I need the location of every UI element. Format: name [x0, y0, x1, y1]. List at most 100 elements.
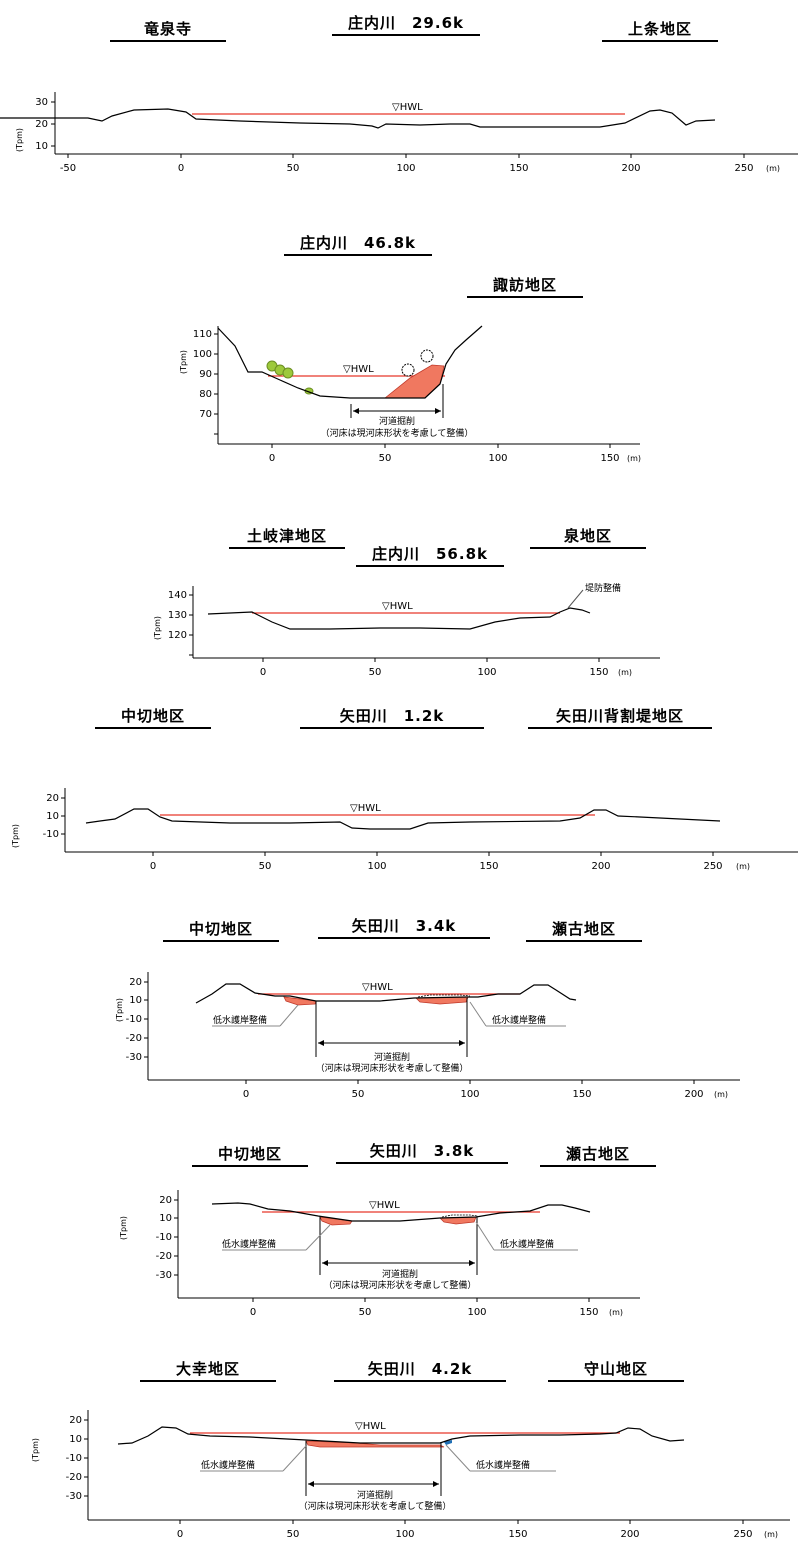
y-tick: 30	[35, 97, 48, 108]
revetment-label-left: 低水護岸整備	[222, 1238, 276, 1250]
y-tick: 10	[46, 811, 59, 822]
x-tick: 50	[352, 1089, 365, 1100]
ground-profile	[207, 607, 591, 630]
y-tick: -30	[126, 1052, 142, 1063]
y-tick: 20	[46, 793, 59, 804]
right-area-label: 諏訪地区	[467, 274, 583, 298]
cross-section-chart: (Tpm) 20 10 -10 -20 -30 0 50 100 150 200…	[31, 1410, 790, 1540]
y-tick: -30	[156, 1270, 172, 1281]
revetment-leader-left	[282, 1445, 307, 1472]
x-tick: 250	[703, 861, 722, 872]
right-area-label: 瀬古地区	[526, 918, 642, 942]
x-tick: 100	[467, 1307, 486, 1318]
left-area-label: 中切地区	[192, 1143, 308, 1167]
hwl-label: ▽HWL	[382, 601, 413, 612]
excavation-sublabel: （河床は現河床形状を考慮して整備）	[324, 1279, 477, 1291]
right-area-label: 泉地区	[530, 525, 646, 549]
ground-profile	[211, 1202, 591, 1222]
ground-profile	[0, 108, 716, 129]
excavation-label: 河道掘削	[374, 1051, 410, 1063]
y-axis-label: (Tpm)	[179, 350, 188, 374]
levee-label: 堤防整備	[585, 582, 621, 594]
excavation-label: 河道掘削	[382, 1268, 418, 1280]
x-unit: (m)	[618, 668, 632, 677]
x-unit: (m)	[714, 1090, 728, 1099]
x-tick: 50	[287, 163, 300, 174]
x-tick: 200	[591, 861, 610, 872]
y-tick: 140	[168, 590, 187, 601]
y-tick: -10	[43, 829, 59, 840]
y-tick: 20	[35, 119, 48, 130]
right-area-label: 瀬古地区	[540, 1143, 656, 1167]
section-title: 矢田川 3.4k	[318, 915, 490, 939]
y-tick: -10	[156, 1232, 172, 1243]
tree-outline-icon	[420, 349, 434, 363]
x-unit: (m)	[609, 1308, 623, 1317]
left-area-label: 土岐津地区	[229, 525, 345, 549]
levee-leader	[567, 589, 584, 609]
y-tick: 70	[199, 409, 212, 420]
revetment-blue-mark	[444, 1440, 452, 1445]
existing-bank-outline	[417, 994, 471, 998]
y-tick: 20	[69, 1415, 82, 1426]
hwl-label: ▽HWL	[350, 803, 381, 814]
hwl-label: ▽HWL	[392, 102, 423, 113]
x-tick: 100	[477, 667, 496, 678]
x-tick: 150	[509, 163, 528, 174]
x-tick: 100	[488, 453, 507, 464]
x-tick: 0	[250, 1307, 256, 1318]
right-area-label: 守山地区	[548, 1358, 684, 1382]
revetment-leader-left	[279, 1004, 299, 1027]
y-tick: 10	[159, 1213, 172, 1224]
revetment-label-right: 低水護岸整備	[476, 1459, 530, 1471]
y-tick: 100	[193, 349, 212, 360]
section-title: 庄内川 56.8k	[356, 543, 504, 567]
excavation-label: 河道掘削	[379, 415, 415, 427]
cross-section-chart: (Tpm) 30 20 10 -50 0 50 100 150 200 250 …	[0, 92, 798, 174]
section-title: 矢田川 1.2k	[300, 705, 484, 729]
cross-section-chart: (Tpm) 110 100 90 80 70 0 50 100 150 (m) …	[179, 325, 641, 464]
y-tick: 90	[199, 369, 212, 380]
x-tick: 150	[579, 1307, 598, 1318]
y-tick: 10	[129, 995, 142, 1006]
revetment-label-right: 低水護岸整備	[492, 1014, 546, 1026]
y-axis-label: (Tpm)	[15, 128, 24, 152]
y-tick: 120	[168, 630, 187, 641]
y-axis-label: (Tpm)	[115, 998, 124, 1022]
x-tick: 250	[734, 163, 753, 174]
cross-section-chart: (Tpm) 140 130 120 0 50 100 150 (m) ▽HWL …	[153, 582, 660, 678]
y-tick: -30	[66, 1491, 82, 1502]
y-tick: 10	[69, 1434, 82, 1445]
y-axis-label: (Tpm)	[153, 616, 162, 640]
y-tick: 10	[35, 141, 48, 152]
hwl-label: ▽HWL	[355, 1421, 386, 1432]
x-tick: 0	[260, 667, 266, 678]
y-tick: -10	[126, 1014, 142, 1025]
cross-section-chart: (Tpm) 20 10 -10 0 50 100 150 200 250 (m)…	[11, 788, 798, 872]
excavation-sublabel: （河床は現河床形状を考慮して整備）	[316, 1062, 469, 1074]
ground-profile	[117, 1426, 685, 1445]
x-tick: -50	[60, 163, 76, 174]
x-tick: 100	[396, 163, 415, 174]
y-axis-label: (Tpm)	[11, 824, 20, 848]
excavation-label: 河道掘削	[357, 1489, 393, 1501]
revetment-leader-left	[305, 1224, 331, 1251]
revetment-leader-right	[475, 1221, 495, 1251]
x-tick: 50	[379, 453, 392, 464]
right-area-label: 上条地区	[602, 18, 718, 42]
y-tick: -10	[66, 1453, 82, 1464]
revetment-label-right: 低水護岸整備	[500, 1238, 554, 1250]
hwl-label: ▽HWL	[362, 982, 393, 993]
section-title: 矢田川 3.8k	[336, 1140, 508, 1164]
y-tick: 20	[159, 1195, 172, 1206]
x-tick: 250	[733, 1529, 752, 1540]
y-tick: 110	[193, 329, 212, 340]
y-tick: -20	[156, 1251, 172, 1262]
x-tick: 100	[395, 1529, 414, 1540]
x-tick: 0	[177, 1529, 183, 1540]
x-unit: (m)	[627, 454, 641, 463]
x-tick: 150	[589, 667, 608, 678]
x-unit: (m)	[736, 862, 750, 871]
left-area-label: 大幸地区	[140, 1358, 276, 1382]
ground-profile	[85, 808, 721, 830]
